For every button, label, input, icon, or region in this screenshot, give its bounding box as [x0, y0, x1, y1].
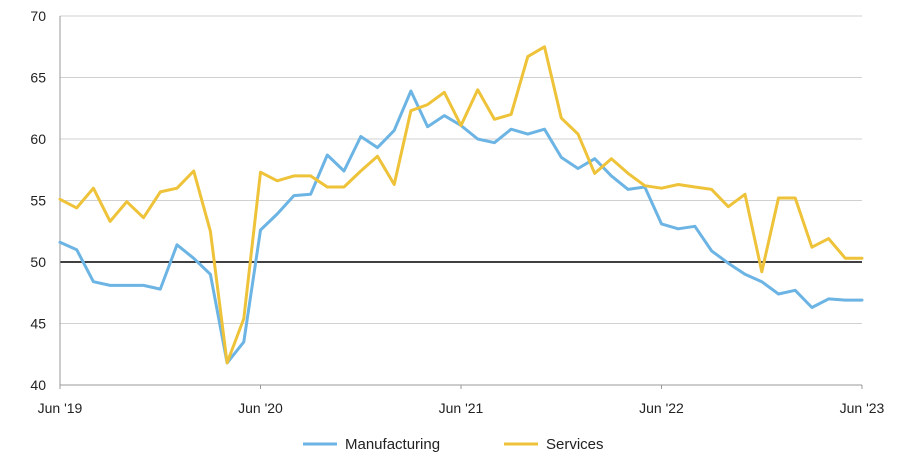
- series-lines: [60, 47, 862, 363]
- y-tick-label: 60: [30, 131, 46, 147]
- y-tick-label: 40: [30, 377, 46, 393]
- x-tick-label: Jun '22: [639, 400, 684, 416]
- y-tick-label: 65: [30, 70, 46, 86]
- x-tick-label: Jun '21: [439, 400, 484, 416]
- legend: Manufacturing Services: [303, 436, 604, 453]
- legend-label-manufacturing: Manufacturing: [345, 436, 440, 453]
- x-axis: Jun '19 Jun '20 Jun '21 Jun '22 Jun '23: [38, 385, 885, 416]
- y-tick-label: 70: [30, 8, 46, 24]
- x-tick-label: Jun '19: [38, 400, 83, 416]
- x-tick-label: Jun '23: [840, 400, 885, 416]
- legend-label-services: Services: [546, 436, 604, 453]
- series-line-services: [60, 47, 862, 363]
- y-axis: 40 45 50 55 60 65 70: [30, 8, 46, 393]
- y-gridlines: [60, 16, 862, 385]
- series-line-manufacturing: [60, 91, 862, 363]
- x-tick-label: Jun '20: [238, 400, 283, 416]
- y-tick-label: 50: [30, 254, 46, 270]
- y-tick-label: 55: [30, 193, 46, 209]
- y-tick-label: 45: [30, 316, 46, 332]
